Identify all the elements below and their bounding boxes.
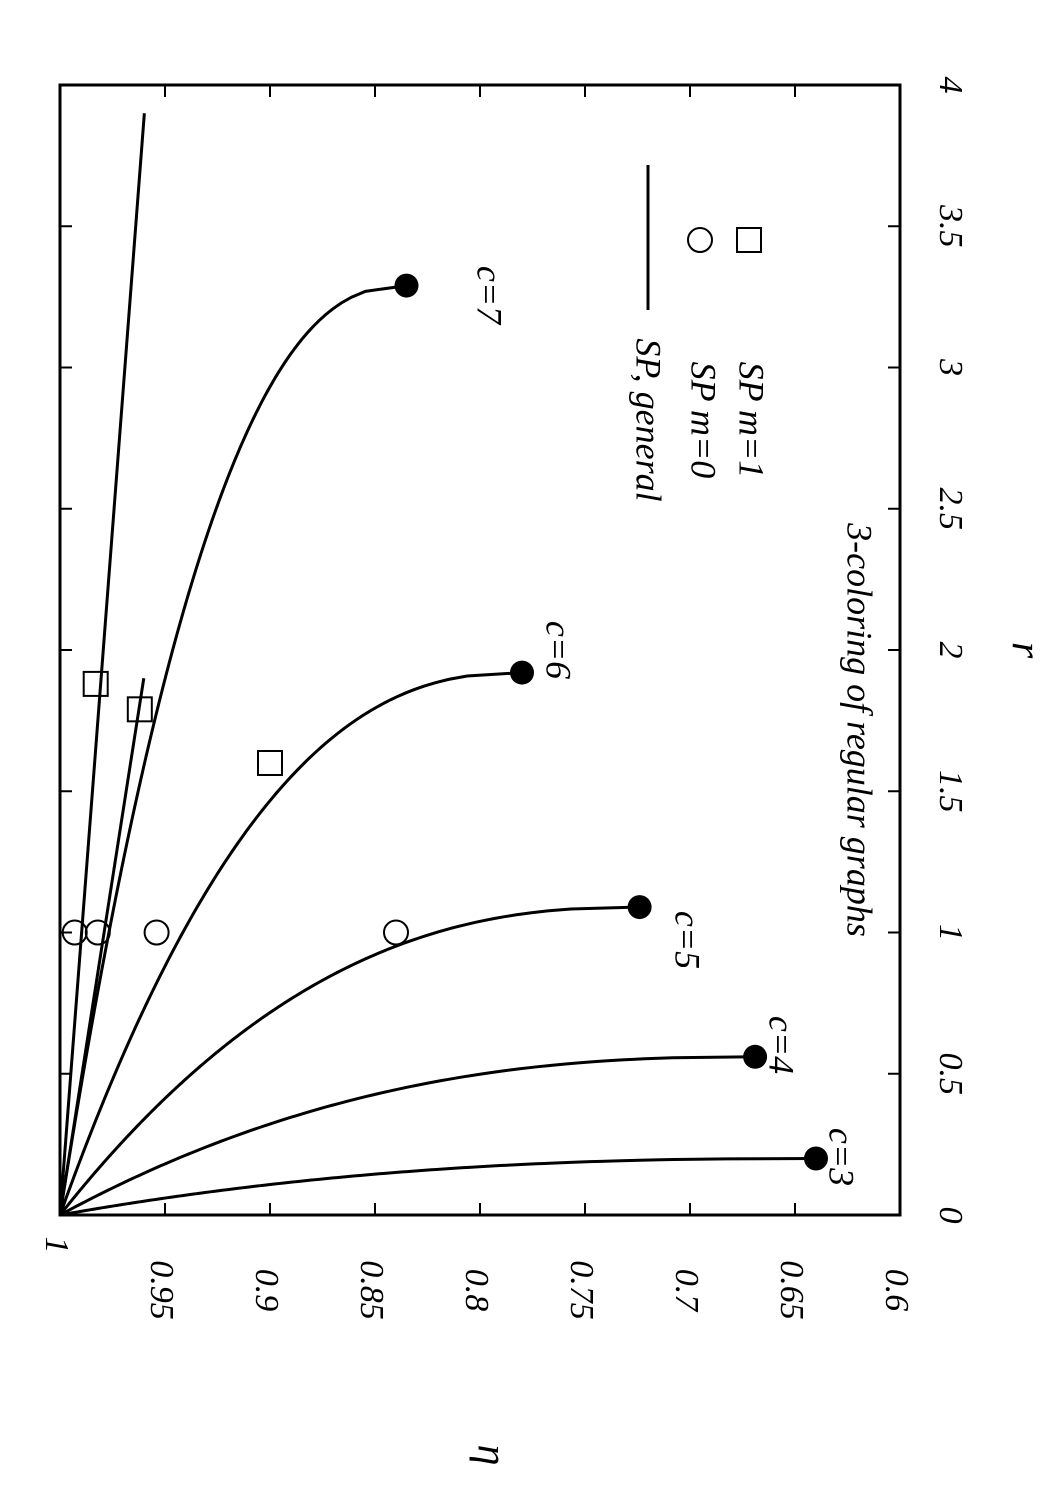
markers	[61, 273, 828, 1171]
series-label: c=6	[539, 621, 579, 679]
series-label: c=5	[668, 911, 708, 969]
legend: SP, general SP m=0 SP m=1	[629, 165, 772, 502]
m1-point	[126, 696, 153, 723]
legend-label: SP m=0	[684, 362, 724, 479]
m1-point	[82, 670, 109, 697]
y-tick-label: 0.9	[248, 1269, 285, 1312]
x-tick-label: 2	[932, 642, 969, 659]
y-tick-label: 0.85	[353, 1260, 390, 1320]
curve-c-7	[58, 284, 407, 1216]
legend-label: SP m=1	[732, 362, 772, 479]
x-tick-label: 0	[932, 1207, 969, 1224]
curve-c-4	[59, 1055, 756, 1217]
x-tick-label: 1.5	[932, 770, 969, 813]
x-tick-label: 1	[932, 924, 969, 941]
x-tick-label: 3.5	[932, 204, 969, 248]
x-tick-label: 0.5	[932, 1053, 969, 1096]
series-label: c=7	[470, 266, 510, 326]
endpoint-c-6	[510, 660, 534, 685]
y-tick-label: 0.65	[773, 1260, 810, 1320]
legend-square-sample	[736, 227, 762, 253]
curve-c-5	[58, 905, 640, 1216]
curve-c-6	[58, 671, 523, 1216]
m0-point	[383, 919, 409, 946]
series-label: c=4	[762, 1016, 802, 1074]
endpoint-c-4	[743, 1044, 768, 1069]
x-tick-label: 2.5	[932, 488, 969, 531]
chart-title: 3-coloring of regular graphs	[840, 522, 880, 937]
series-label: c=3	[822, 1128, 862, 1186]
m1-point	[257, 750, 283, 776]
endpoint-c-3	[804, 1146, 828, 1171]
x-axis-label: r	[1002, 642, 1048, 659]
y-tick-label: 0.6	[878, 1269, 915, 1312]
y-tick-label: 1	[38, 1237, 75, 1254]
labels: c=3 c=4 c=5 c=6 c=7 3-coloring of regular gra…	[470, 266, 880, 1186]
y-tick-label: 0.8	[458, 1269, 495, 1312]
curves	[58, 113, 817, 1217]
y-tick-label: 0.7	[668, 1269, 705, 1314]
y-tick-label: 0.95	[143, 1260, 180, 1320]
y-tick-label: 0.75	[563, 1260, 600, 1320]
curve-c-3	[59, 1157, 817, 1217]
y-axis-label: η	[468, 1445, 514, 1466]
axis-ticks: 0 0.5 1 1.5 2 2.5 3 3.5 4 1 0.95 0.9 0.85 0.8 0.75 0.7 0…	[38, 77, 1048, 1466]
x-tick-label: 4	[932, 77, 969, 94]
general-line-0	[58, 113, 146, 1216]
endpoint-c-5	[627, 895, 652, 920]
legend-label: SP, general	[629, 338, 669, 501]
m0-point	[84, 919, 111, 946]
endpoint-c-7	[394, 273, 419, 298]
m0-point	[143, 919, 170, 946]
x-tick-label: 3	[932, 358, 969, 376]
general-line-1	[58, 678, 146, 1216]
legend-circle-sample	[687, 227, 713, 253]
